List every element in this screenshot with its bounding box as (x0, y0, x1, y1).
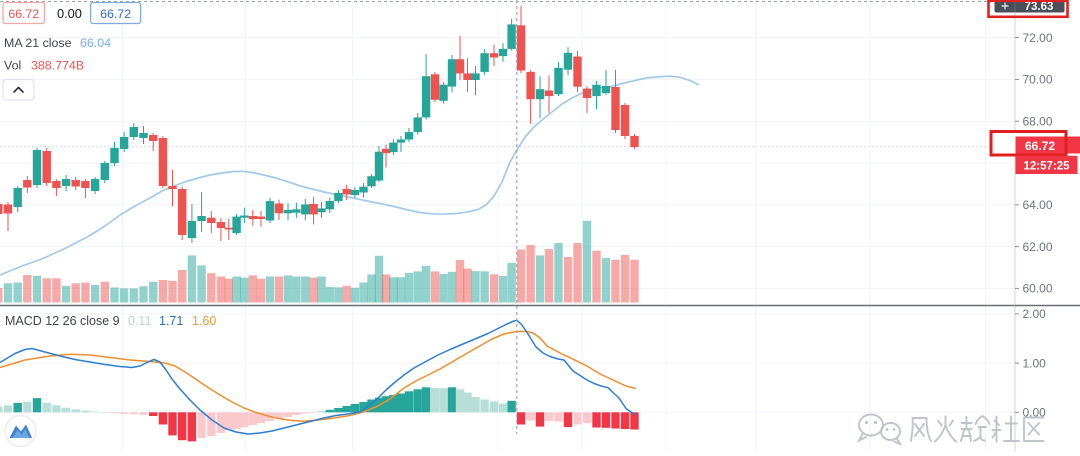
svg-text:1.71: 1.71 (159, 314, 183, 328)
svg-text:1.00: 1.00 (1023, 356, 1047, 370)
svg-text:388.774B: 388.774B (31, 59, 84, 73)
svg-text:2.00: 2.00 (1023, 307, 1047, 321)
svg-text:66.72: 66.72 (8, 7, 39, 21)
svg-text:73.63: 73.63 (1025, 1, 1054, 13)
svg-text:60.00: 60.00 (1023, 282, 1053, 296)
svg-text:MA 21 close: MA 21 close (4, 36, 72, 50)
svg-text:66.72: 66.72 (1025, 139, 1055, 153)
svg-text:1.60: 1.60 (192, 314, 216, 328)
svg-text:70.00: 70.00 (1023, 73, 1053, 87)
svg-text:0.11: 0.11 (128, 314, 151, 328)
svg-text:62.00: 62.00 (1023, 240, 1053, 254)
svg-text:68.00: 68.00 (1023, 114, 1053, 128)
svg-text:0.00: 0.00 (57, 6, 82, 21)
svg-text:66.04: 66.04 (80, 36, 111, 50)
svg-text:72.00: 72.00 (1023, 31, 1053, 45)
svg-text:66.72: 66.72 (100, 7, 131, 21)
svg-text:12:57:25: 12:57:25 (1023, 161, 1070, 173)
svg-text:MACD 12 26 close 9: MACD 12 26 close 9 (5, 314, 120, 328)
svg-text:64.00: 64.00 (1023, 198, 1053, 212)
svg-text:Vol: Vol (4, 59, 21, 73)
